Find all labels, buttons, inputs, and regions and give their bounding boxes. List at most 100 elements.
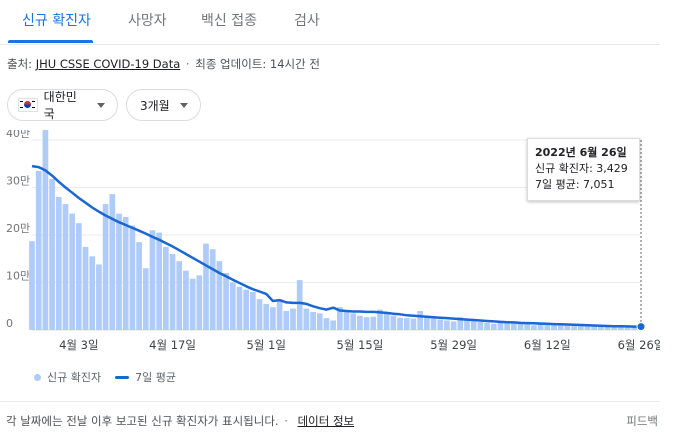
bar bbox=[102, 204, 109, 330]
x-tick-label: 4월 17일 bbox=[149, 338, 196, 352]
x-tick-label: 6월 26일 bbox=[618, 338, 660, 352]
bar bbox=[189, 278, 196, 330]
bar bbox=[524, 324, 531, 330]
y-tick-label: 30만 bbox=[6, 175, 30, 188]
bar bbox=[163, 246, 169, 330]
bar bbox=[564, 325, 571, 330]
country-dropdown[interactable]: 대한민국 bbox=[7, 89, 118, 121]
x-tick-label: 6월 12일 bbox=[524, 338, 571, 352]
bar bbox=[350, 313, 357, 330]
bar bbox=[323, 318, 330, 330]
bar bbox=[577, 323, 584, 330]
bar bbox=[303, 308, 310, 330]
bar bbox=[357, 315, 363, 330]
bar bbox=[551, 324, 557, 330]
bar bbox=[290, 308, 296, 330]
bar bbox=[250, 292, 256, 330]
bar bbox=[611, 326, 618, 330]
cases-chart[interactable]: 0 10만 20만 30만 40만 4월 3일 4월 17일 5월 1일 5월 15일 5월 29… bbox=[0, 130, 660, 360]
bar bbox=[129, 225, 136, 330]
bar bbox=[410, 318, 417, 330]
tooltip-new-cases: 신규 확진자: 3,429 bbox=[535, 162, 628, 175]
country-label: 대한민국 bbox=[43, 90, 77, 121]
y-tick-label: 0 bbox=[6, 317, 13, 330]
range-dropdown[interactable]: 3개월 bbox=[126, 89, 201, 121]
tab-tests[interactable]: 검사 bbox=[294, 13, 320, 29]
bar bbox=[557, 325, 564, 330]
bar bbox=[316, 313, 323, 330]
bar bbox=[223, 273, 229, 330]
bar bbox=[263, 303, 270, 330]
footer-divider bbox=[0, 401, 660, 402]
y-tick-label: 40만 bbox=[6, 130, 30, 140]
x-tick-label: 5월 1일 bbox=[247, 338, 286, 352]
bar bbox=[330, 320, 336, 330]
bar bbox=[598, 325, 604, 330]
x-tick-label: 4월 3일 bbox=[59, 338, 98, 352]
source-prefix: 출처: bbox=[7, 57, 33, 71]
bar bbox=[203, 243, 209, 330]
bar bbox=[109, 194, 116, 330]
bar bbox=[363, 317, 370, 330]
feedback-link[interactable]: 피드백 bbox=[626, 414, 658, 428]
footer-note: 각 날짜에는 전날 이후 보고된 신규 확진자가 표시됩니다. · 데이터 정보 bbox=[6, 413, 354, 429]
tab-new-cases[interactable]: 신규 확진자 bbox=[22, 13, 91, 29]
bar bbox=[497, 320, 504, 330]
tab-bar: 신규 확진자 사망자 백신 접종 검사 bbox=[0, 0, 660, 45]
y-tick-label: 10만 bbox=[6, 270, 30, 283]
bar bbox=[209, 249, 216, 330]
bar bbox=[377, 309, 383, 330]
hover-point bbox=[636, 322, 646, 332]
average-line bbox=[31, 164, 642, 328]
bar bbox=[183, 270, 189, 330]
bar bbox=[296, 280, 303, 330]
separator-dot: · bbox=[185, 57, 190, 71]
bar bbox=[618, 325, 624, 330]
bar bbox=[584, 324, 591, 330]
bar bbox=[76, 223, 82, 330]
x-tick-label: 5월 29일 bbox=[430, 338, 477, 352]
bar bbox=[89, 256, 96, 330]
x-tick-label: 5월 15일 bbox=[337, 338, 384, 352]
bar bbox=[256, 299, 263, 330]
tab-deaths[interactable]: 사망자 bbox=[128, 13, 167, 29]
bar bbox=[236, 286, 243, 330]
y-tick-label: 20만 bbox=[6, 222, 30, 235]
bar bbox=[96, 264, 102, 330]
bar bbox=[243, 289, 249, 330]
korea-flag-icon bbox=[18, 98, 38, 112]
bar bbox=[270, 307, 276, 330]
bar bbox=[437, 319, 444, 330]
bar bbox=[444, 320, 450, 330]
bar bbox=[470, 320, 477, 330]
bar bbox=[156, 232, 162, 330]
bar bbox=[370, 316, 377, 330]
bar bbox=[490, 323, 497, 330]
source-line: 출처: JHU CSSE COVID-19 Data · 최종 업데이트: 14… bbox=[7, 56, 320, 72]
bar bbox=[49, 178, 55, 330]
bar bbox=[511, 322, 517, 330]
footer-text: 각 날짜에는 전날 이후 보고된 신규 확진자가 표시됩니다. bbox=[6, 414, 279, 428]
bar bbox=[35, 170, 42, 330]
bar bbox=[417, 311, 423, 330]
range-label: 3개월 bbox=[140, 98, 170, 113]
bar bbox=[142, 268, 149, 330]
data-info-link[interactable]: 데이터 정보 bbox=[297, 414, 355, 428]
bar bbox=[390, 315, 397, 330]
bar bbox=[116, 213, 122, 330]
bar bbox=[544, 323, 551, 330]
bar bbox=[196, 275, 203, 330]
bar-legend-swatch bbox=[34, 373, 41, 381]
bar bbox=[229, 282, 236, 330]
bar bbox=[457, 317, 464, 330]
bar bbox=[504, 321, 510, 330]
bar bbox=[62, 204, 69, 330]
tab-vaccination[interactable]: 백신 접종 bbox=[201, 13, 257, 29]
legend-line-label: 7일 평균 bbox=[135, 371, 176, 384]
bar bbox=[397, 317, 403, 330]
bar bbox=[591, 325, 597, 330]
bar bbox=[310, 311, 316, 330]
chevron-down-icon bbox=[97, 102, 105, 108]
source-link[interactable]: JHU CSSE COVID-19 Data bbox=[35, 57, 181, 71]
bar bbox=[464, 319, 470, 330]
